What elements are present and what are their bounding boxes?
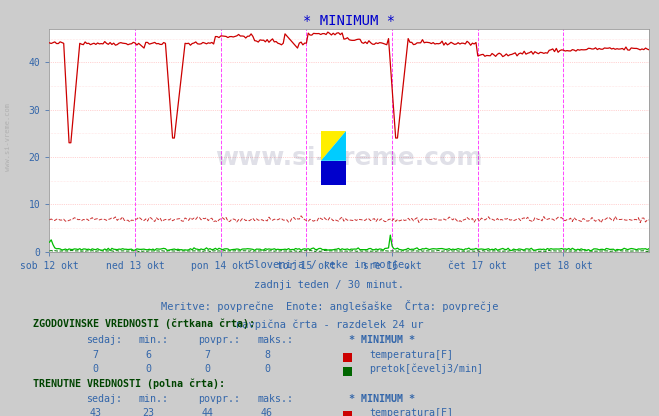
- Text: 0: 0: [92, 364, 99, 374]
- Text: ZGODOVINSKE VREDNOSTI (črtkana črta):: ZGODOVINSKE VREDNOSTI (črtkana črta):: [33, 318, 255, 329]
- Polygon shape: [321, 161, 346, 185]
- Text: Slovenija / reke in morje.: Slovenija / reke in morje.: [248, 260, 411, 270]
- Text: 0: 0: [145, 364, 152, 374]
- Text: temperatura[F]: temperatura[F]: [369, 408, 453, 416]
- Text: 7: 7: [92, 350, 99, 360]
- Text: TRENUTNE VREDNOSTI (polna črta):: TRENUTNE VREDNOSTI (polna črta):: [33, 379, 225, 389]
- Text: zadnji teden / 30 minut.: zadnji teden / 30 minut.: [254, 280, 405, 290]
- Text: min.:: min.:: [138, 394, 169, 404]
- Text: min.:: min.:: [138, 335, 169, 345]
- Text: sedaj:: sedaj:: [86, 394, 122, 404]
- Text: www.si-vreme.com: www.si-vreme.com: [215, 146, 483, 170]
- Text: www.si-vreme.com: www.si-vreme.com: [5, 103, 11, 171]
- Text: 0: 0: [264, 364, 270, 374]
- Text: * MINIMUM *: * MINIMUM *: [349, 394, 415, 404]
- Text: 23: 23: [142, 408, 154, 416]
- Text: maks.:: maks.:: [257, 335, 293, 345]
- Text: 46: 46: [261, 408, 273, 416]
- Polygon shape: [321, 131, 346, 161]
- Text: sedaj:: sedaj:: [86, 335, 122, 345]
- Text: maks.:: maks.:: [257, 394, 293, 404]
- Text: 6: 6: [145, 350, 152, 360]
- Text: povpr.:: povpr.:: [198, 394, 240, 404]
- Text: 43: 43: [90, 408, 101, 416]
- Text: temperatura[F]: temperatura[F]: [369, 350, 453, 360]
- Text: navpična črta - razdelek 24 ur: navpična črta - razdelek 24 ur: [236, 320, 423, 330]
- Text: 0: 0: [204, 364, 211, 374]
- Text: Meritve: povprečne  Enote: anglešaške  Črta: povprečje: Meritve: povprečne Enote: anglešaške Črt…: [161, 300, 498, 312]
- Title: * MINIMUM *: * MINIMUM *: [303, 14, 395, 28]
- Text: 7: 7: [204, 350, 211, 360]
- Text: povpr.:: povpr.:: [198, 335, 240, 345]
- Text: * MINIMUM *: * MINIMUM *: [349, 335, 415, 345]
- Text: 8: 8: [264, 350, 270, 360]
- Text: 44: 44: [202, 408, 214, 416]
- Polygon shape: [321, 131, 346, 161]
- Text: pretok[čevelj3/min]: pretok[čevelj3/min]: [369, 364, 483, 374]
